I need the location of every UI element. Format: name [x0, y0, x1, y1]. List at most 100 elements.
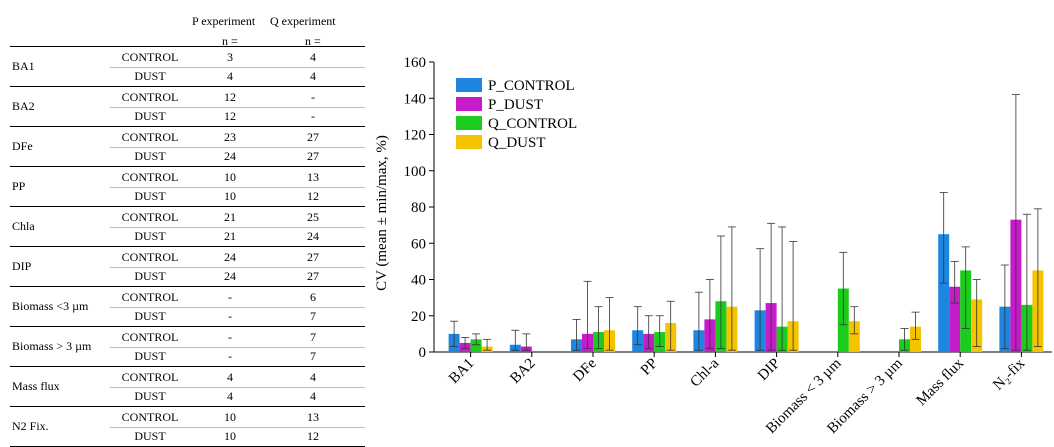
table-inner-rule — [110, 347, 365, 348]
table-inner-rule — [110, 67, 365, 68]
cv-bar-chart: 0 20 40 60 80 100 120 140 160 BA1 BA2 DFe PP Chl-a DI… — [374, 55, 1052, 437]
table-condition-cell: CONTROL — [121, 170, 179, 184]
table-n-q-cell: - — [311, 90, 315, 104]
table-condition-cell: CONTROL — [121, 290, 179, 304]
legend-label: Q_CONTROL — [488, 116, 577, 132]
table-n-p-cell: 24 — [224, 269, 236, 283]
table-condition-cell: DUST — [134, 309, 166, 323]
table-condition-cell: CONTROL — [121, 370, 179, 384]
table-condition-cell: CONTROL — [121, 330, 179, 344]
table-n-p-cell: 12 — [224, 90, 236, 104]
header-n-p: n = — [222, 34, 238, 48]
table-n-q-cell: 6 — [310, 290, 316, 304]
y-tick-label: 140 — [404, 91, 427, 107]
table-variable-label: N2 Fix. — [12, 419, 49, 433]
table-n-q-cell: 4 — [310, 50, 316, 64]
table-n-p-cell: 10 — [224, 429, 236, 443]
table-n-q-cell: 13 — [307, 170, 319, 184]
y-tick-label: 80 — [411, 200, 426, 216]
table-rule — [10, 406, 365, 407]
x-tick-label: PP — [638, 356, 661, 379]
chart-bars — [448, 219, 1044, 352]
table-n-p-cell: - — [228, 330, 232, 344]
table-n-q-cell: 25 — [307, 210, 319, 224]
table-rule — [10, 286, 365, 287]
table-n-q-cell: - — [311, 109, 315, 123]
table-condition-cell: DUST — [134, 109, 166, 123]
table-n-p-cell: 21 — [224, 210, 236, 224]
table-inner-rule — [110, 147, 365, 148]
table-n-q-cell: 7 — [310, 309, 316, 323]
table-inner-rule — [110, 387, 365, 388]
table-inner-rule — [110, 107, 365, 108]
table-n-p-cell: 4 — [227, 389, 233, 403]
table-variable-label: BA2 — [12, 99, 35, 113]
table-variable-label: Chla — [12, 219, 35, 233]
table-n-p-cell: 3 — [227, 50, 233, 64]
table-condition-cell: CONTROL — [121, 250, 179, 264]
table-rule — [10, 246, 365, 247]
table-n-p-cell: 24 — [224, 149, 236, 163]
bar — [470, 339, 482, 352]
table-condition-cell: DUST — [134, 269, 166, 283]
table-inner-rule — [110, 427, 365, 428]
y-tick-label: 160 — [404, 55, 427, 71]
table-condition-cell: DUST — [134, 69, 166, 83]
x-tick-label: DIP — [755, 356, 783, 384]
table-n-q-cell: 27 — [307, 250, 319, 264]
table-condition-cell: DUST — [134, 229, 166, 243]
header-q-experiment: Q experiment — [270, 14, 336, 28]
table-n-p-cell: 12 — [224, 109, 236, 123]
legend-swatch — [456, 116, 482, 130]
table-n-q-cell: 4 — [310, 389, 316, 403]
table-n-p-cell: 23 — [224, 130, 236, 144]
table-n-p-cell: - — [228, 290, 232, 304]
y-tick-label: 40 — [411, 273, 426, 289]
legend-swatch — [456, 78, 482, 92]
table-condition-cell: CONTROL — [121, 90, 179, 104]
x-tick-label: BA2 — [507, 356, 538, 387]
table-variable-label: DIP — [12, 259, 32, 273]
x-tick-label: N₂-fix — [990, 355, 1028, 393]
x-tick-label: Chl-a — [687, 355, 722, 390]
table-n-p-cell: - — [228, 309, 232, 323]
y-tick-label: 120 — [404, 128, 427, 144]
x-tick-label: DFe — [570, 355, 600, 385]
header-p-experiment: P experiment — [192, 14, 256, 28]
chart-error-bars — [450, 94, 1042, 351]
x-tick-label: BA1 — [446, 356, 477, 387]
y-tick-label: 0 — [419, 345, 427, 361]
table-n-q-cell: 27 — [307, 130, 319, 144]
table-rule — [10, 326, 365, 327]
table-inner-rule — [110, 307, 365, 308]
bar — [848, 321, 860, 352]
y-tick-label: 60 — [411, 236, 426, 252]
table-n-p-cell: 4 — [227, 69, 233, 83]
table-inner-rule — [110, 267, 365, 268]
table-n-q-cell: 27 — [307, 149, 319, 163]
table-condition-cell: DUST — [134, 349, 166, 363]
table-variable-label: BA1 — [12, 59, 35, 73]
legend-label: P_DUST — [488, 97, 543, 113]
table-inner-rule — [110, 187, 365, 188]
table-condition-cell: DUST — [134, 189, 166, 203]
table-rule — [10, 86, 365, 87]
header-n-q: n = — [305, 34, 321, 48]
table-n-p-cell: - — [228, 349, 232, 363]
x-tick-label: Mass flux — [914, 355, 968, 409]
y-tick-label: 100 — [404, 164, 427, 180]
table-variable-label: Biomass > 3 µm — [12, 339, 92, 353]
table-rule — [10, 46, 365, 47]
sample-size-table: P experiment Q experiment n = n = BA1 CON… — [0, 0, 370, 447]
y-tick-label: 20 — [411, 309, 426, 325]
table-n-p-cell: 10 — [224, 410, 236, 424]
table-variable-label: DFe — [12, 139, 33, 153]
table-rule — [10, 366, 365, 367]
table-n-p-cell: 4 — [227, 370, 233, 384]
table-rule — [10, 126, 365, 127]
table-n-q-cell: 12 — [307, 189, 319, 203]
table-condition-cell: CONTROL — [121, 50, 179, 64]
table-condition-cell: DUST — [134, 149, 166, 163]
table-variable-label: Biomass <3 µm — [12, 299, 89, 313]
